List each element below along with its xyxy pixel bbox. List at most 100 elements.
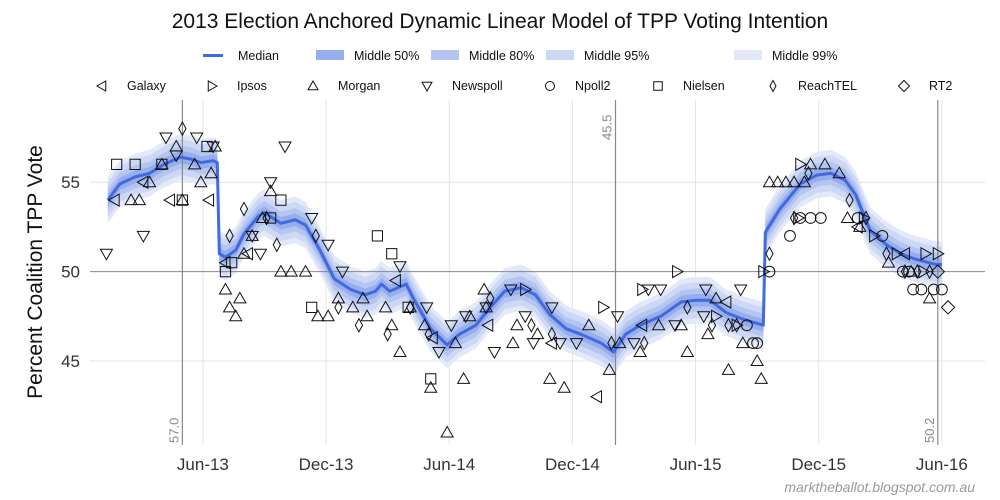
legend-label: Newspoll [452, 79, 503, 93]
poll-point-galaxy [163, 193, 176, 207]
legend-marker-newspoll [421, 81, 433, 93]
poll-point-reachtel [683, 299, 692, 316]
poll-point-newspoll [321, 239, 335, 252]
poll-point-newspoll [479, 302, 494, 315]
poll-point-morgan [818, 157, 832, 170]
election-vline-label: 57.0 [166, 418, 181, 443]
poll-point-ipsos [711, 309, 724, 324]
poll-point-morgan [245, 228, 260, 241]
median-line [106, 155, 942, 354]
poll-point-ipsos [520, 282, 533, 297]
poll-point-newspoll [641, 284, 656, 297]
legend-marker-ipsos [207, 80, 219, 92]
poll-point-reachtel [406, 299, 415, 316]
legend-marker-npoll2 [545, 81, 555, 91]
poll-point-reachtel [383, 326, 392, 342]
poll-point-galaxy [719, 295, 732, 309]
poll-point-morgan [321, 309, 335, 322]
poll-point-morgan [356, 291, 370, 304]
legend-label: Middle 80% [469, 49, 534, 63]
poll-point-ipsos [891, 246, 904, 261]
poll-point-morgan [510, 318, 524, 331]
x-tick-label: Jun-16 [916, 455, 968, 474]
legend-label: Middle 50% [354, 49, 419, 63]
poll-point-npoll2 [903, 265, 915, 278]
legend-label: Morgan [338, 79, 380, 93]
poll-point-galaxy [136, 175, 149, 190]
poll-point-nielsen [306, 301, 318, 313]
poll-point-rt2 [940, 300, 956, 315]
poll-point-reachtel [845, 192, 854, 208]
credible-interval-bands [107, 133, 942, 376]
poll-point-morgan [378, 300, 393, 313]
poll-point-morgan [448, 336, 463, 349]
poll-point-newspoll [569, 338, 584, 351]
poll-point-morgan [881, 255, 896, 268]
poll-point-newspoll [653, 284, 668, 297]
legend-marker-rt2 [897, 79, 911, 93]
poll-point-galaxy [107, 193, 120, 207]
poll-point-galaxy [850, 220, 863, 234]
poll-point-newspoll [668, 320, 682, 333]
poll-point-galaxy [241, 246, 254, 261]
poll-series-galaxy [107, 175, 910, 404]
y-tick-label: 55 [61, 173, 80, 192]
poll-point-morgan [204, 166, 218, 179]
poll-point-morgan [462, 309, 477, 322]
legend-label: ReachTEL [798, 79, 857, 93]
poll-point-npoll2 [740, 319, 753, 332]
poll-point-morgan [218, 282, 233, 295]
poll-point-morgan [797, 175, 812, 188]
poll-point-newspoll [169, 150, 184, 163]
x-tick-label: Dec-13 [299, 455, 354, 474]
poll-point-morgan [651, 318, 666, 331]
poll-series-newspoll [99, 132, 748, 360]
poll-point-reachtel [178, 120, 187, 137]
poll-point-nielsen [386, 248, 398, 260]
legend-swatch [734, 50, 762, 60]
poll-point-morgan [479, 300, 494, 313]
poll-point-ipsos [672, 264, 685, 279]
poll-point-morgan [735, 336, 750, 349]
poll-point-newspoll [627, 338, 641, 351]
poll-point-reachtel [804, 165, 813, 181]
band-middle-80- [107, 145, 942, 364]
poll-point-nielsen [219, 266, 232, 278]
poll-point-newspoll [99, 248, 114, 261]
poll-point-ipsos [918, 264, 931, 279]
poll-point-nielsen [425, 373, 437, 385]
poll-point-morgan [345, 300, 360, 313]
poll-point-newspoll [419, 302, 434, 315]
poll-point-reachtel [607, 335, 616, 351]
poll-point-morgan [274, 264, 288, 277]
poll-point-morgan [440, 425, 455, 438]
poll-point-npoll2 [876, 229, 889, 242]
poll-point-newspoll [159, 132, 173, 145]
poll-point-ipsos [932, 246, 945, 261]
poll-point-morgan [477, 282, 491, 295]
poll-point-reachtel [925, 263, 934, 280]
poll-point-nielsen [275, 194, 287, 206]
legend-pollsters: Galaxy Ipsos Morgan Newspoll Npoll2 Nielsen Re… [95, 79, 952, 93]
poll-point-newspoll [335, 266, 350, 279]
poll-point-reachtel [334, 299, 343, 316]
poll-points [99, 120, 956, 438]
legend-label: Nielsen [683, 79, 725, 93]
legend-label: Galaxy [127, 79, 167, 93]
legend-bands: Median Middle 50% Middle 80% Middle 95% Midd… [203, 49, 837, 63]
legend-swatch-median [203, 54, 223, 57]
poll-point-morgan [602, 362, 617, 375]
poll-point-reachtel [900, 263, 910, 280]
poll-point-npoll2 [794, 212, 807, 224]
poll-point-newspoll [503, 284, 518, 297]
poll-point-morgan [132, 193, 147, 206]
poll-point-morgan [922, 291, 937, 304]
poll-point-reachtel [765, 246, 774, 262]
legend-label: Ipsos [237, 79, 267, 93]
poll-point-morgan [832, 166, 847, 179]
poll-series-ipsos [520, 157, 945, 333]
poll-point-npoll2 [915, 283, 928, 296]
legend-marker-reachtel [769, 79, 777, 93]
poll-point-nielsen [176, 194, 188, 206]
poll-point-newspoll [545, 302, 559, 315]
